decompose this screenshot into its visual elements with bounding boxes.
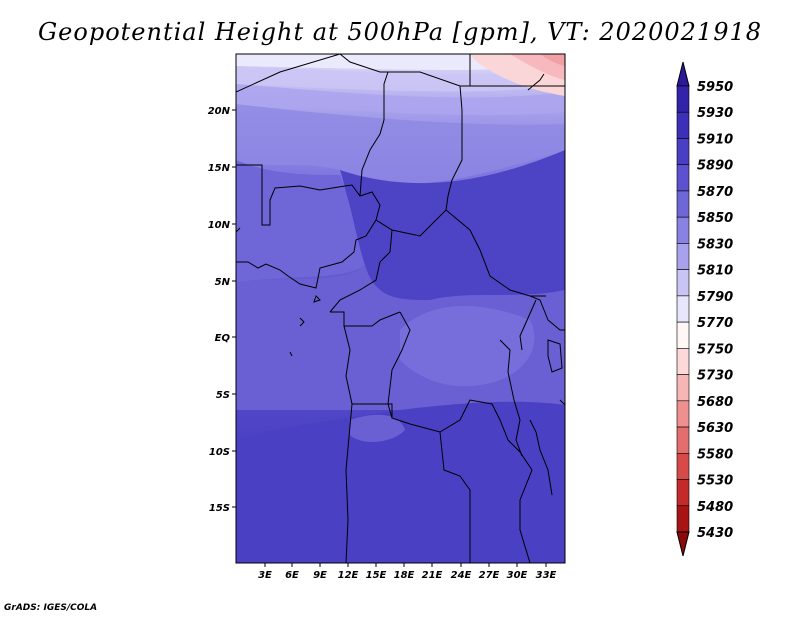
- lat-label-10n: 10N: [208, 220, 231, 231]
- colorbar-cell: [676, 505, 690, 533]
- lat-label-10s: 10S: [209, 447, 230, 458]
- colorbar-level-label: 5580: [697, 447, 733, 462]
- colorbar-level-label: 5750: [697, 342, 733, 357]
- colorbar-level-label: 5810: [697, 264, 733, 279]
- colorbar-level-label: 5790: [697, 290, 733, 305]
- lon-label-15e: 15E: [366, 570, 387, 581]
- lat-label-eq: EQ: [215, 333, 231, 344]
- colorbar-level-label: 5680: [697, 395, 733, 410]
- colorbar-top-arrow: [676, 61, 690, 87]
- lat-label-20n: 20N: [208, 106, 231, 117]
- lon-label-30e: 30E: [507, 570, 528, 581]
- colorbar-cell: [676, 269, 690, 297]
- colorbar-level-label: 5530: [697, 474, 733, 489]
- lon-label-12e: 12E: [338, 570, 359, 581]
- lon-label-21e: 21E: [422, 570, 443, 581]
- chart-title: Geopotential Height at 500hPa [gpm], VT:…: [38, 18, 762, 46]
- lat-label-15n: 15N: [208, 163, 231, 174]
- lon-label-24e: 24E: [451, 570, 472, 581]
- colorbar-cell: [676, 164, 690, 192]
- colorbar-level-label: 5910: [697, 132, 733, 147]
- latitude-labels: 20N 15N 10N 5N EQ 5S 10S 15S: [208, 106, 231, 514]
- grads-credit: GrADS: IGES/COLA: [4, 603, 98, 613]
- colorbar-cell: [676, 374, 690, 402]
- lat-label-5n: 5N: [215, 277, 231, 288]
- lon-label-3e: 3E: [258, 570, 272, 581]
- lon-label-6e: 6E: [285, 570, 299, 581]
- map-frame: [235, 53, 566, 564]
- colorbar-cells: [676, 61, 690, 557]
- colorbar-cell: [676, 321, 690, 349]
- colorbar-cell: [676, 348, 690, 375]
- colorbar-bottom-arrow: [676, 531, 690, 557]
- colorbar-level-label: 5890: [697, 159, 733, 174]
- lat-label-15s: 15S: [209, 503, 230, 514]
- colorbar-level-label: 5480: [697, 500, 733, 515]
- longitude-labels: 3E 6E 9E 12E 15E 18E 21E 24E 27E 30E 33E: [258, 570, 556, 581]
- axis-ticks: [232, 109, 547, 567]
- lon-label-27e: 27E: [479, 570, 500, 581]
- colorbar-cell: [676, 111, 690, 139]
- colorbar-level-label: 5430: [697, 526, 733, 541]
- colorbar-cell: [676, 295, 690, 323]
- colorbar-level-label: 5770: [697, 316, 733, 331]
- colorbar-level-label: 5870: [697, 185, 733, 200]
- colorbar-cell: [676, 479, 690, 507]
- lat-label-5s: 5S: [216, 390, 230, 401]
- colorbar-level-label: 5930: [697, 106, 733, 121]
- colorbar-cell: [676, 138, 690, 166]
- colorbar-cell: [676, 243, 690, 270]
- colorbar-cell: [676, 426, 690, 454]
- colorbar-cell: [676, 216, 690, 244]
- lon-label-33e: 33E: [536, 570, 557, 581]
- colorbar-level-label: 5850: [697, 211, 733, 226]
- colorbar-cell: [676, 190, 690, 218]
- colorbar-level-label: 5830: [697, 237, 733, 252]
- colorbar-level-label: 5950: [697, 80, 733, 95]
- lon-label-18e: 18E: [394, 570, 415, 581]
- colorbar-cell: [676, 400, 690, 428]
- colorbar-cell: [676, 452, 690, 480]
- colorbar-cell: [676, 85, 690, 113]
- colorbar-level-label: 5630: [697, 421, 733, 436]
- country-borders: [236, 54, 565, 563]
- colorbar-labels: 5950 5930 5910 5890 5870 5850 5830 5810 5790 5770…: [697, 80, 733, 541]
- lon-label-9e: 9E: [313, 570, 327, 581]
- colorbar-level-label: 5730: [697, 369, 733, 384]
